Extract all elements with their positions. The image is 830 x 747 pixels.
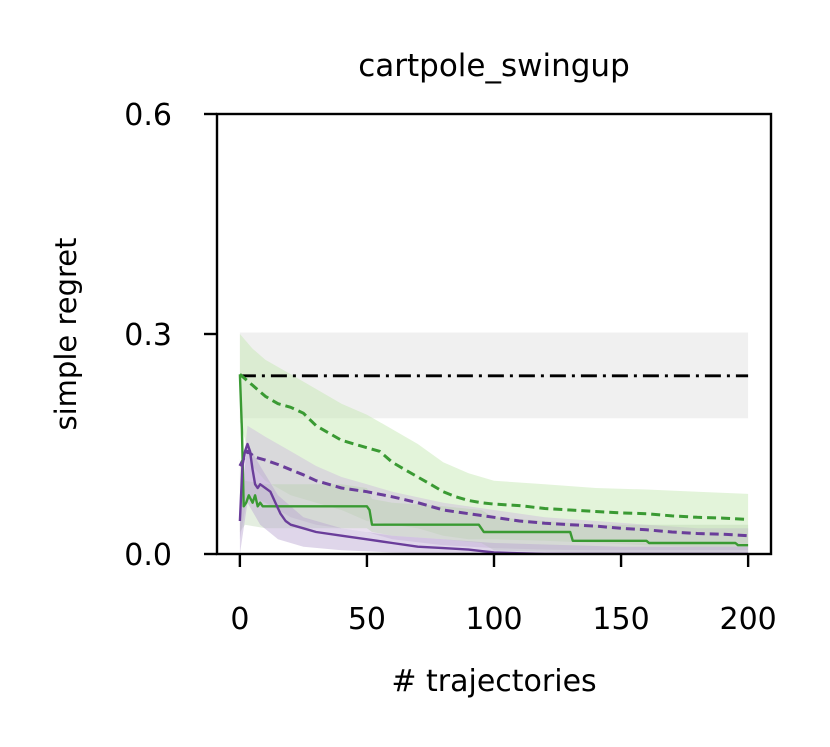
y-tick-label: 0.0	[124, 538, 172, 573]
x-tick-label: 50	[348, 602, 386, 637]
y-axis-ticks: 0.0 0.3 0.6	[124, 98, 217, 573]
series-lines	[238, 373, 749, 554]
y-axis-label: simple regret	[49, 238, 83, 431]
x-axis-ticks: 0 50 100 150 200	[230, 554, 777, 637]
x-tick-label: 200	[719, 602, 776, 637]
series-line-3	[238, 449, 749, 538]
confidence-band-5	[239, 444, 749, 554]
series-line-5	[238, 442, 749, 554]
chart-title: cartpole_swingup	[358, 48, 630, 84]
x-tick-label: 0	[230, 602, 249, 637]
confidence-bands	[239, 332, 749, 554]
y-tick-label: 0.6	[124, 98, 172, 133]
x-tick-label: 150	[592, 602, 649, 637]
x-axis-label: # trajectories	[391, 664, 596, 699]
confidence-band-3	[239, 425, 749, 551]
series-line-4	[238, 374, 749, 547]
confidence-band-2	[239, 334, 749, 547]
y-tick-label: 0.3	[124, 318, 172, 353]
confidence-band-4	[239, 458, 749, 553]
series-line-2	[238, 373, 749, 521]
x-tick-label: 100	[465, 602, 522, 637]
